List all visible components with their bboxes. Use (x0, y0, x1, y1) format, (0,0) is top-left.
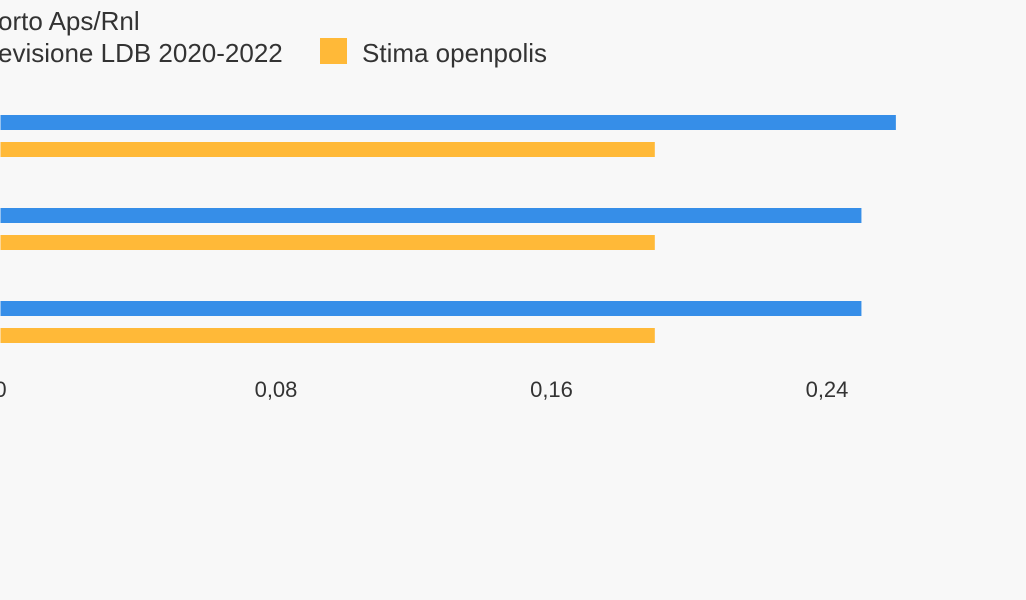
bar (0, 301, 862, 316)
bar (0, 115, 896, 130)
x-tick-label: 0,08 (255, 377, 298, 402)
bar (0, 235, 655, 250)
chart-title: orto Aps/Rnl (0, 6, 140, 36)
legend-swatch (320, 38, 347, 64)
bar (0, 142, 655, 157)
x-tick-label: 0,16 (530, 377, 573, 402)
x-tick-label: 0,24 (806, 377, 849, 402)
x-tick-label: 0 (0, 377, 7, 402)
legend-label: evisione LDB 2020-2022 (0, 38, 283, 68)
bar (0, 208, 862, 223)
bar (0, 328, 655, 343)
legend-label: Stima openpolis (362, 38, 547, 68)
